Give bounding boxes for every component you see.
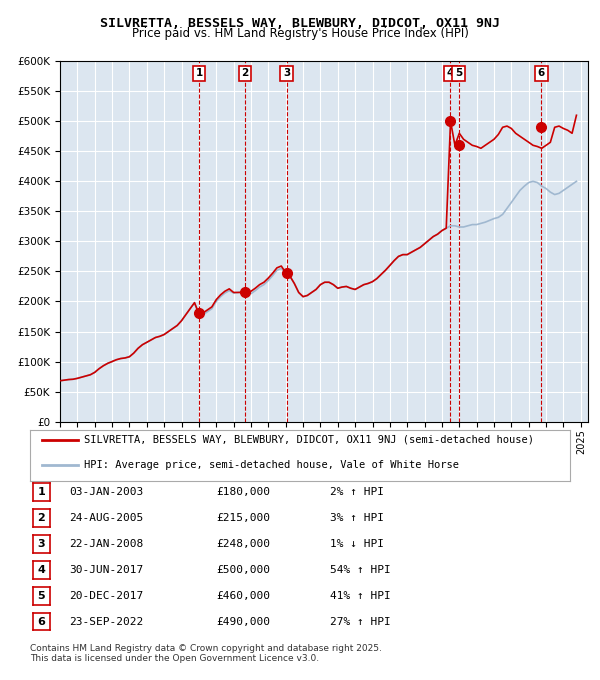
Text: 1: 1 (38, 488, 45, 497)
Text: Contains HM Land Registry data © Crown copyright and database right 2025.
This d: Contains HM Land Registry data © Crown c… (30, 643, 382, 663)
Text: £248,000: £248,000 (216, 539, 270, 549)
Text: 4: 4 (37, 565, 46, 575)
Text: 30-JUN-2017: 30-JUN-2017 (69, 565, 143, 575)
Text: 1% ↓ HPI: 1% ↓ HPI (330, 539, 384, 549)
Text: 2: 2 (241, 68, 248, 78)
Text: 41% ↑ HPI: 41% ↑ HPI (330, 591, 391, 600)
Text: 3% ↑ HPI: 3% ↑ HPI (330, 513, 384, 523)
Text: 5: 5 (38, 591, 45, 600)
Text: 24-AUG-2005: 24-AUG-2005 (69, 513, 143, 523)
Text: 3: 3 (283, 68, 290, 78)
Text: 4: 4 (447, 68, 454, 78)
Text: 2: 2 (38, 513, 45, 523)
Text: 6: 6 (37, 617, 46, 626)
Text: 27% ↑ HPI: 27% ↑ HPI (330, 617, 391, 626)
Text: £215,000: £215,000 (216, 513, 270, 523)
Text: £500,000: £500,000 (216, 565, 270, 575)
Text: Price paid vs. HM Land Registry's House Price Index (HPI): Price paid vs. HM Land Registry's House … (131, 27, 469, 40)
Text: 1: 1 (196, 68, 203, 78)
Text: 3: 3 (38, 539, 45, 549)
Text: SILVRETTA, BESSELS WAY, BLEWBURY, DIDCOT, OX11 9NJ: SILVRETTA, BESSELS WAY, BLEWBURY, DIDCOT… (100, 17, 500, 30)
Text: HPI: Average price, semi-detached house, Vale of White Horse: HPI: Average price, semi-detached house,… (84, 460, 459, 470)
Text: 23-SEP-2022: 23-SEP-2022 (69, 617, 143, 626)
Text: £490,000: £490,000 (216, 617, 270, 626)
Text: 54% ↑ HPI: 54% ↑ HPI (330, 565, 391, 575)
Text: 03-JAN-2003: 03-JAN-2003 (69, 488, 143, 497)
Text: £460,000: £460,000 (216, 591, 270, 600)
Text: 22-JAN-2008: 22-JAN-2008 (69, 539, 143, 549)
Text: £180,000: £180,000 (216, 488, 270, 497)
Text: 5: 5 (455, 68, 463, 78)
Text: 20-DEC-2017: 20-DEC-2017 (69, 591, 143, 600)
Text: 2% ↑ HPI: 2% ↑ HPI (330, 488, 384, 497)
Text: 6: 6 (538, 68, 545, 78)
Text: SILVRETTA, BESSELS WAY, BLEWBURY, DIDCOT, OX11 9NJ (semi-detached house): SILVRETTA, BESSELS WAY, BLEWBURY, DIDCOT… (84, 435, 534, 445)
